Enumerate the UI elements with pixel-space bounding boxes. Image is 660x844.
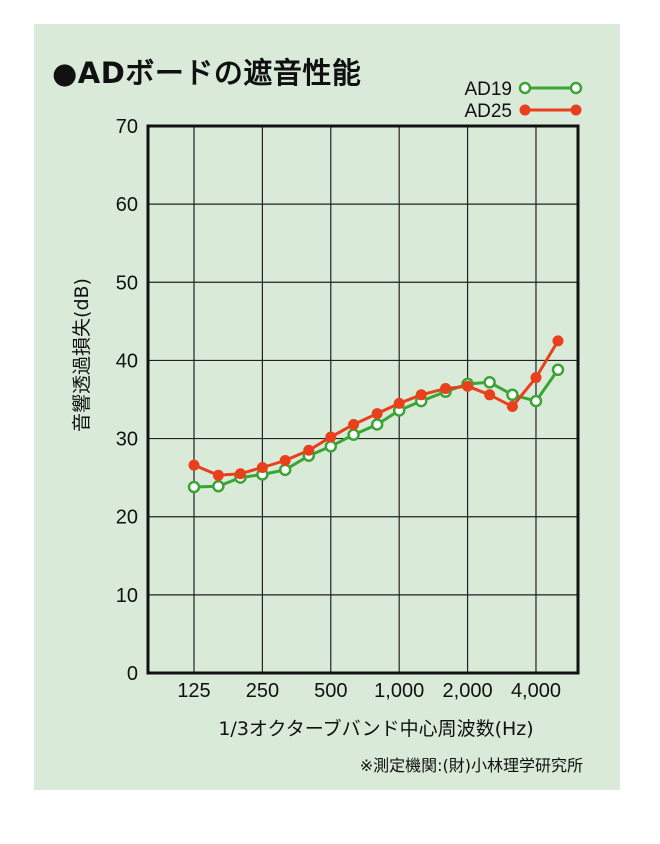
data-point-ad25 bbox=[212, 469, 224, 481]
data-point-ad19 bbox=[370, 418, 384, 431]
x-tick-label: 125 bbox=[177, 680, 210, 702]
data-point-ad19 bbox=[278, 463, 292, 477]
chart-background bbox=[34, 24, 620, 790]
measurement-note: ※測定機関:(財)小林理学研究所 bbox=[360, 756, 583, 775]
y-tick-label: 20 bbox=[116, 507, 138, 529]
data-point-ad25 bbox=[256, 461, 268, 473]
data-point-ad19 bbox=[212, 479, 225, 493]
data-point-ad19 bbox=[187, 480, 201, 494]
data-point-ad25 bbox=[530, 372, 542, 384]
data-point-ad25 bbox=[506, 401, 518, 413]
data-point-ad25 bbox=[393, 397, 405, 409]
legend-marker-ad25 bbox=[519, 104, 531, 116]
data-point-ad25 bbox=[234, 468, 246, 480]
data-point-ad19 bbox=[483, 376, 496, 389]
legend-marker-ad19 bbox=[569, 81, 583, 95]
y-tick-label: 0 bbox=[127, 663, 138, 685]
data-point-ad25 bbox=[552, 335, 564, 347]
legend-marker-ad19 bbox=[518, 81, 532, 95]
x-axis-ticks: 125 250 500 1,000 2,000 4,000 bbox=[177, 680, 561, 702]
y-tick-label: 70 bbox=[116, 116, 138, 138]
chart-title: ●ADボードの遮音性能 bbox=[52, 56, 362, 90]
data-point-ad19 bbox=[347, 428, 360, 441]
x-tick-label: 1,000 bbox=[374, 680, 424, 702]
plot-frame bbox=[146, 124, 580, 675]
data-point-ad25 bbox=[484, 389, 496, 401]
x-tick-label: 2,000 bbox=[443, 680, 493, 702]
data-point-ad25 bbox=[303, 444, 315, 456]
data-point-ad25 bbox=[348, 419, 360, 431]
x-tick-label: 500 bbox=[314, 680, 347, 702]
data-point-ad25 bbox=[440, 383, 452, 395]
series-line-ad25 bbox=[193, 340, 560, 477]
plot-series bbox=[187, 335, 565, 494]
y-axis-ticks: 0 10 20 30 40 50 60 70 bbox=[116, 116, 138, 685]
y-tick-label: 40 bbox=[116, 350, 138, 372]
legend-label-ad25: AD25 bbox=[464, 101, 512, 122]
y-tick-label: 60 bbox=[116, 194, 138, 216]
data-point-ad25 bbox=[325, 431, 337, 443]
data-point-ad19 bbox=[324, 440, 338, 453]
legend-label-ad19: AD19 bbox=[464, 79, 512, 100]
x-axis-label: 1/3オクターブバンド中心周波数(Hz) bbox=[218, 717, 533, 740]
data-point-ad19 bbox=[551, 363, 565, 377]
data-point-ad19 bbox=[529, 394, 543, 408]
data-point-ad25 bbox=[371, 408, 383, 420]
x-tick-label: 250 bbox=[246, 680, 279, 702]
data-point-ad25 bbox=[415, 389, 427, 401]
y-axis-label: 音響透過損失(dB) bbox=[71, 278, 93, 432]
legend-marker-ad25 bbox=[570, 104, 582, 116]
y-tick-label: 10 bbox=[116, 585, 138, 607]
x-tick-label: 4,000 bbox=[511, 680, 561, 702]
y-tick-label: 30 bbox=[116, 429, 138, 451]
data-point-ad25 bbox=[279, 454, 291, 466]
data-point-ad25 bbox=[462, 380, 474, 392]
data-point-ad25 bbox=[188, 459, 200, 471]
y-tick-label: 50 bbox=[116, 272, 138, 294]
data-point-ad19 bbox=[506, 388, 519, 402]
